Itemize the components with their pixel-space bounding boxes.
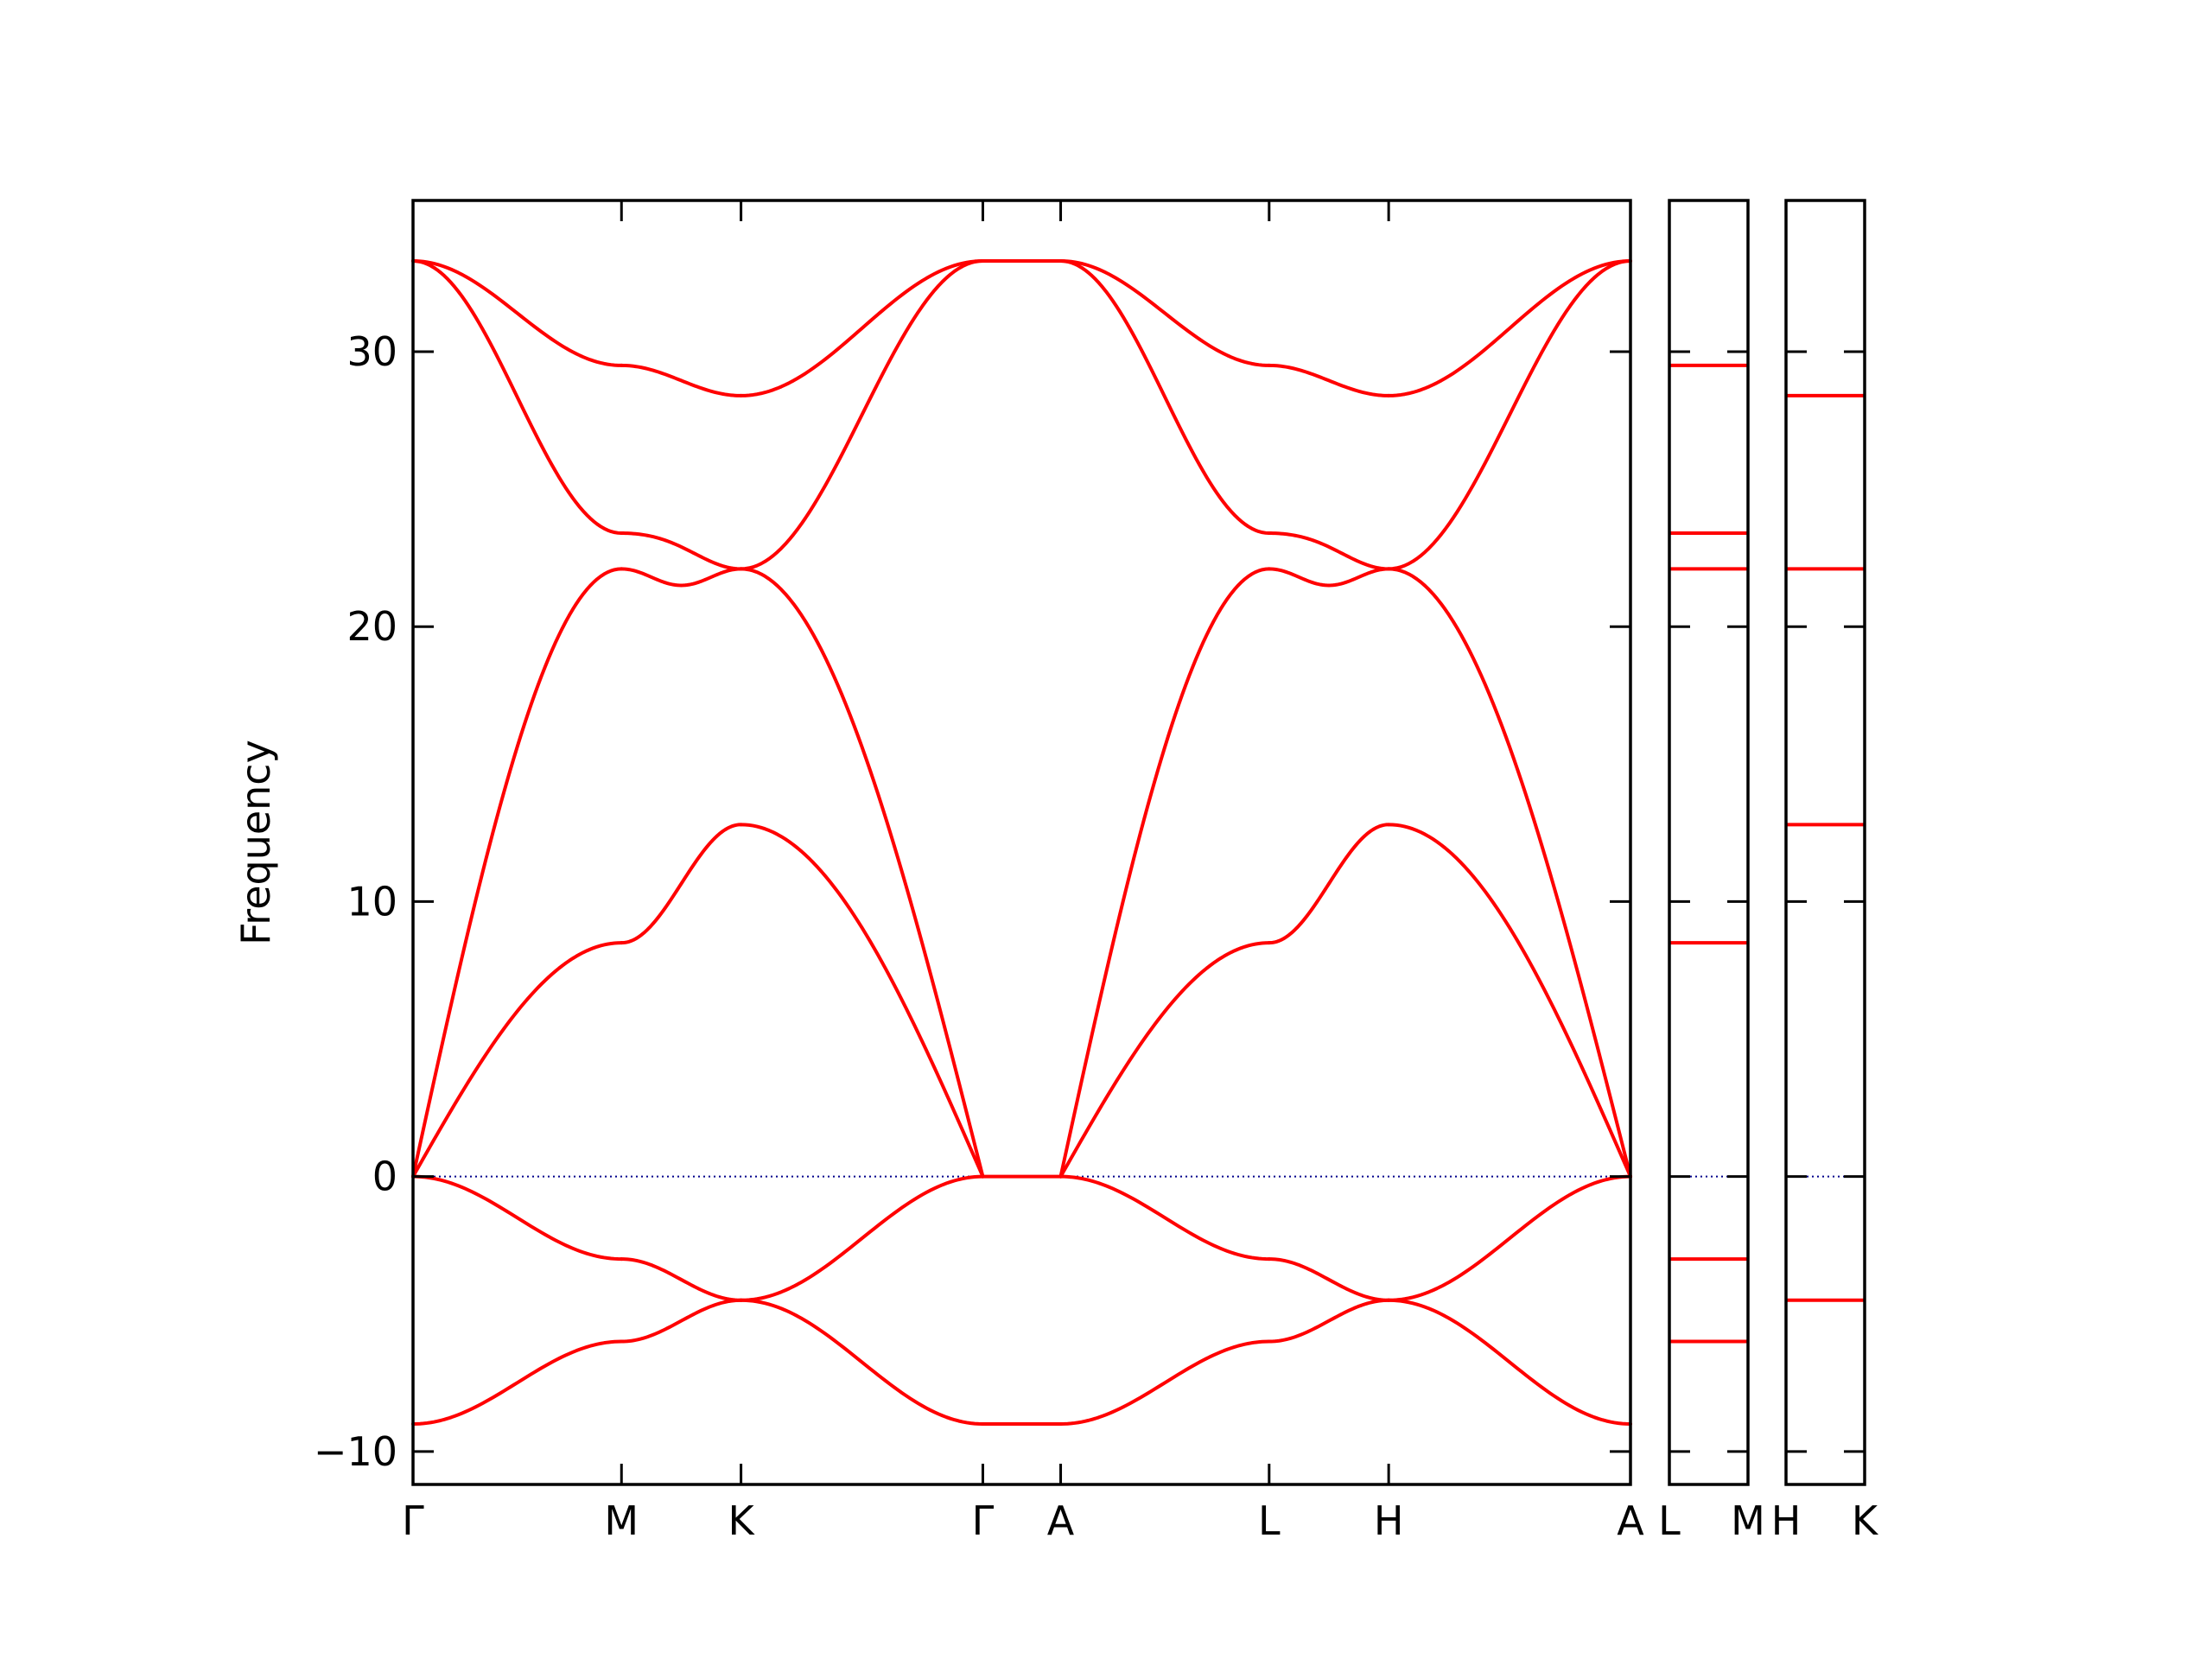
band-line — [1267, 1257, 1391, 1302]
band-line — [1387, 1298, 1632, 1426]
band-line — [1058, 1174, 1271, 1262]
band-line — [411, 941, 624, 1179]
band-line — [620, 363, 743, 397]
side-frame — [1668, 199, 1750, 1486]
band-line — [1058, 259, 1271, 367]
band-line — [1387, 823, 1632, 1179]
main-frame — [411, 199, 1632, 1486]
band-line — [620, 567, 743, 588]
band-line — [739, 1298, 985, 1426]
band-line — [1387, 259, 1632, 397]
band-line — [1387, 259, 1632, 571]
y-tick-label: 0 — [372, 1154, 397, 1200]
band-line — [1058, 259, 1271, 536]
band-line — [411, 1174, 624, 1262]
y-axis-title: Frequency — [232, 740, 279, 945]
band-line — [739, 259, 985, 397]
band-line — [411, 567, 624, 1179]
x-tick-label: M — [1731, 1497, 1765, 1544]
band-line — [1267, 1298, 1391, 1344]
band-line — [620, 1257, 743, 1302]
band-line — [1058, 941, 1271, 1179]
band-line — [1058, 567, 1271, 1179]
main-band-panel: −10 0 10 20 30 Γ M K Γ A L H A — [314, 199, 1644, 1544]
band-line — [1387, 1174, 1632, 1302]
x-tick-label: L — [1658, 1497, 1681, 1544]
y-tick-label: 20 — [346, 603, 397, 650]
x-tick-label: Γ — [402, 1497, 424, 1544]
band-line — [1267, 823, 1391, 945]
band-line — [1058, 1339, 1271, 1426]
band-line — [411, 1339, 624, 1426]
band-line — [739, 1174, 985, 1302]
y-tick-label: 30 — [346, 328, 397, 375]
band-line — [620, 531, 743, 571]
x-tick-label: L — [1258, 1497, 1281, 1544]
x-tick-label: K — [728, 1497, 756, 1544]
x-tick-label: M — [604, 1497, 639, 1544]
side-frame — [1784, 199, 1866, 1486]
x-tick-label: A — [1617, 1497, 1644, 1544]
band-line — [739, 259, 985, 571]
band-line — [411, 259, 624, 367]
x-tick-label: H — [1771, 1497, 1802, 1544]
band-line — [739, 823, 985, 1179]
y-tick-label: 10 — [346, 878, 397, 925]
band-line — [620, 823, 743, 945]
x-tick-label: H — [1374, 1497, 1404, 1544]
y-tick-label: −10 — [314, 1428, 397, 1475]
x-tick-label: Γ — [972, 1497, 995, 1544]
band-line — [1267, 567, 1391, 588]
x-tick-label: A — [1047, 1497, 1075, 1544]
band-line — [1267, 363, 1391, 397]
band-line — [411, 259, 624, 536]
band-line — [620, 1298, 743, 1344]
band-line — [1267, 531, 1391, 571]
band-line — [1387, 567, 1632, 1179]
band-line — [739, 567, 985, 1179]
x-tick-label: K — [1852, 1497, 1879, 1544]
